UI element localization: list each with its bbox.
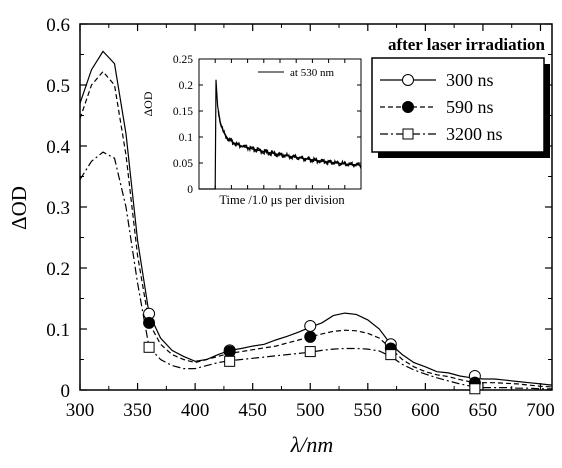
series-2-marker-1 xyxy=(224,355,236,367)
inset-ylabel: ΔOD xyxy=(141,91,155,116)
legend-marker-1 xyxy=(402,101,414,113)
x-tick-label-550: 550 xyxy=(354,400,383,421)
x-tick-label-500: 500 xyxy=(296,400,325,421)
inset-y-tick-label-1: 0.05 xyxy=(173,158,193,170)
inset-y-tick-label-5: 0.25 xyxy=(173,54,193,66)
x-tick-label-600: 600 xyxy=(411,400,440,421)
series-2-marker-4 xyxy=(469,383,481,395)
y-tick-label-4: 0.4 xyxy=(46,137,70,158)
main-markers-group xyxy=(143,307,481,395)
y-tick-label-5: 0.5 xyxy=(46,76,70,97)
inset-series-noise-0 xyxy=(217,110,362,170)
legend-marker-0 xyxy=(402,74,414,86)
legend-label-0: 300 ns xyxy=(446,70,494,90)
legend-box xyxy=(371,57,545,153)
series-2-marker-0 xyxy=(143,341,155,353)
series-1-marker-1 xyxy=(223,345,236,358)
series-0-marker-2 xyxy=(304,319,317,332)
inset-y-tick-label-0: 0 xyxy=(187,184,193,196)
y-tick-label-6: 0.6 xyxy=(46,15,70,36)
legend-items: 300 ns 590 ns 3200 ns xyxy=(380,70,503,144)
inset-series-group xyxy=(199,79,362,190)
series-1-marker-0 xyxy=(143,316,156,329)
series-2-marker-3 xyxy=(385,349,397,361)
inset-y-tick-label-3: 0.15 xyxy=(173,106,193,118)
series-1-marker-2 xyxy=(304,330,317,343)
inset-y-tick-label-4: 0.2 xyxy=(179,80,194,92)
legend-title: after laser irradiation xyxy=(388,35,546,54)
main-ticks: 300 350 400 450 500 550 600 650 700 0 0.1 0.2 0.3 0.4… xyxy=(46,15,554,421)
inset-frame xyxy=(198,58,362,190)
y-tick-label-0: 0 xyxy=(61,381,71,402)
inset-ticks: 0 0.05 0.1 0.15 0.2 0.25 xyxy=(173,54,361,196)
x-tick-label-300: 300 xyxy=(66,400,95,421)
inset-legend-label: at 530 nm xyxy=(290,67,334,79)
inset-y-tick-label-2: 0.1 xyxy=(179,132,194,144)
series-2-marker-2 xyxy=(304,346,316,358)
x-tick-label-650: 650 xyxy=(469,400,498,421)
x-tick-label-700: 700 xyxy=(526,400,555,421)
y-tick-label-1: 0.1 xyxy=(46,320,70,341)
x-tick-label-450: 450 xyxy=(238,400,267,421)
x-tick-label-400: 400 xyxy=(181,400,210,421)
legend-label-2: 3200 ns xyxy=(446,124,503,144)
legend-marker-2 xyxy=(402,128,414,140)
main-xlabel: λ/nm xyxy=(290,432,334,457)
main-ylabel: ΔOD xyxy=(7,186,31,230)
inset-xlabel: Time /1.0 μs per division xyxy=(219,193,345,207)
y-tick-label-3: 0.3 xyxy=(46,198,70,219)
y-tick-label-2: 0.2 xyxy=(46,259,70,280)
legend-label-1: 590 ns xyxy=(446,97,494,117)
x-tick-label-350: 350 xyxy=(123,400,152,421)
